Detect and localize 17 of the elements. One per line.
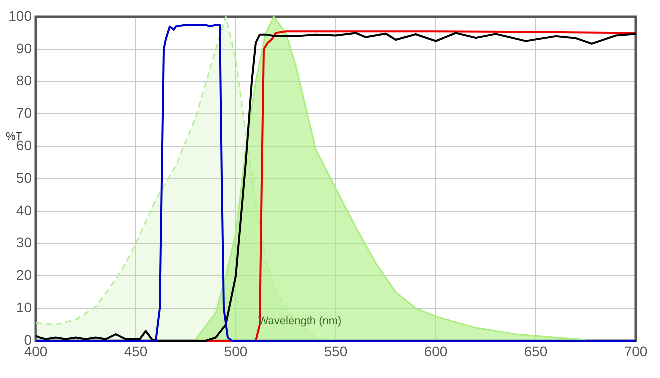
x-tick-label: 450 — [124, 343, 148, 360]
x-tick-label: 500 — [224, 343, 248, 360]
y-tick-label: 50 — [16, 170, 32, 186]
y-tick-label: 80 — [16, 72, 32, 89]
y-tick-label: 30 — [16, 234, 32, 251]
y-tick-label: 70 — [16, 105, 32, 122]
y-tick-label: 20 — [16, 267, 32, 284]
x-tick-label: 700 — [624, 343, 648, 360]
x-tick-label: 600 — [424, 343, 448, 360]
y-tick-label: 10 — [16, 299, 32, 316]
x-tick-label: 550 — [324, 343, 348, 360]
y-tick-label: 90 — [16, 40, 32, 56]
y-tick-label: 60 — [16, 137, 32, 154]
y-tick-label: 40 — [16, 202, 32, 218]
y-tick-label: 0 — [24, 332, 32, 348]
x-tick-label: 650 — [524, 343, 548, 360]
y-tick-label: 100 — [8, 8, 32, 24]
